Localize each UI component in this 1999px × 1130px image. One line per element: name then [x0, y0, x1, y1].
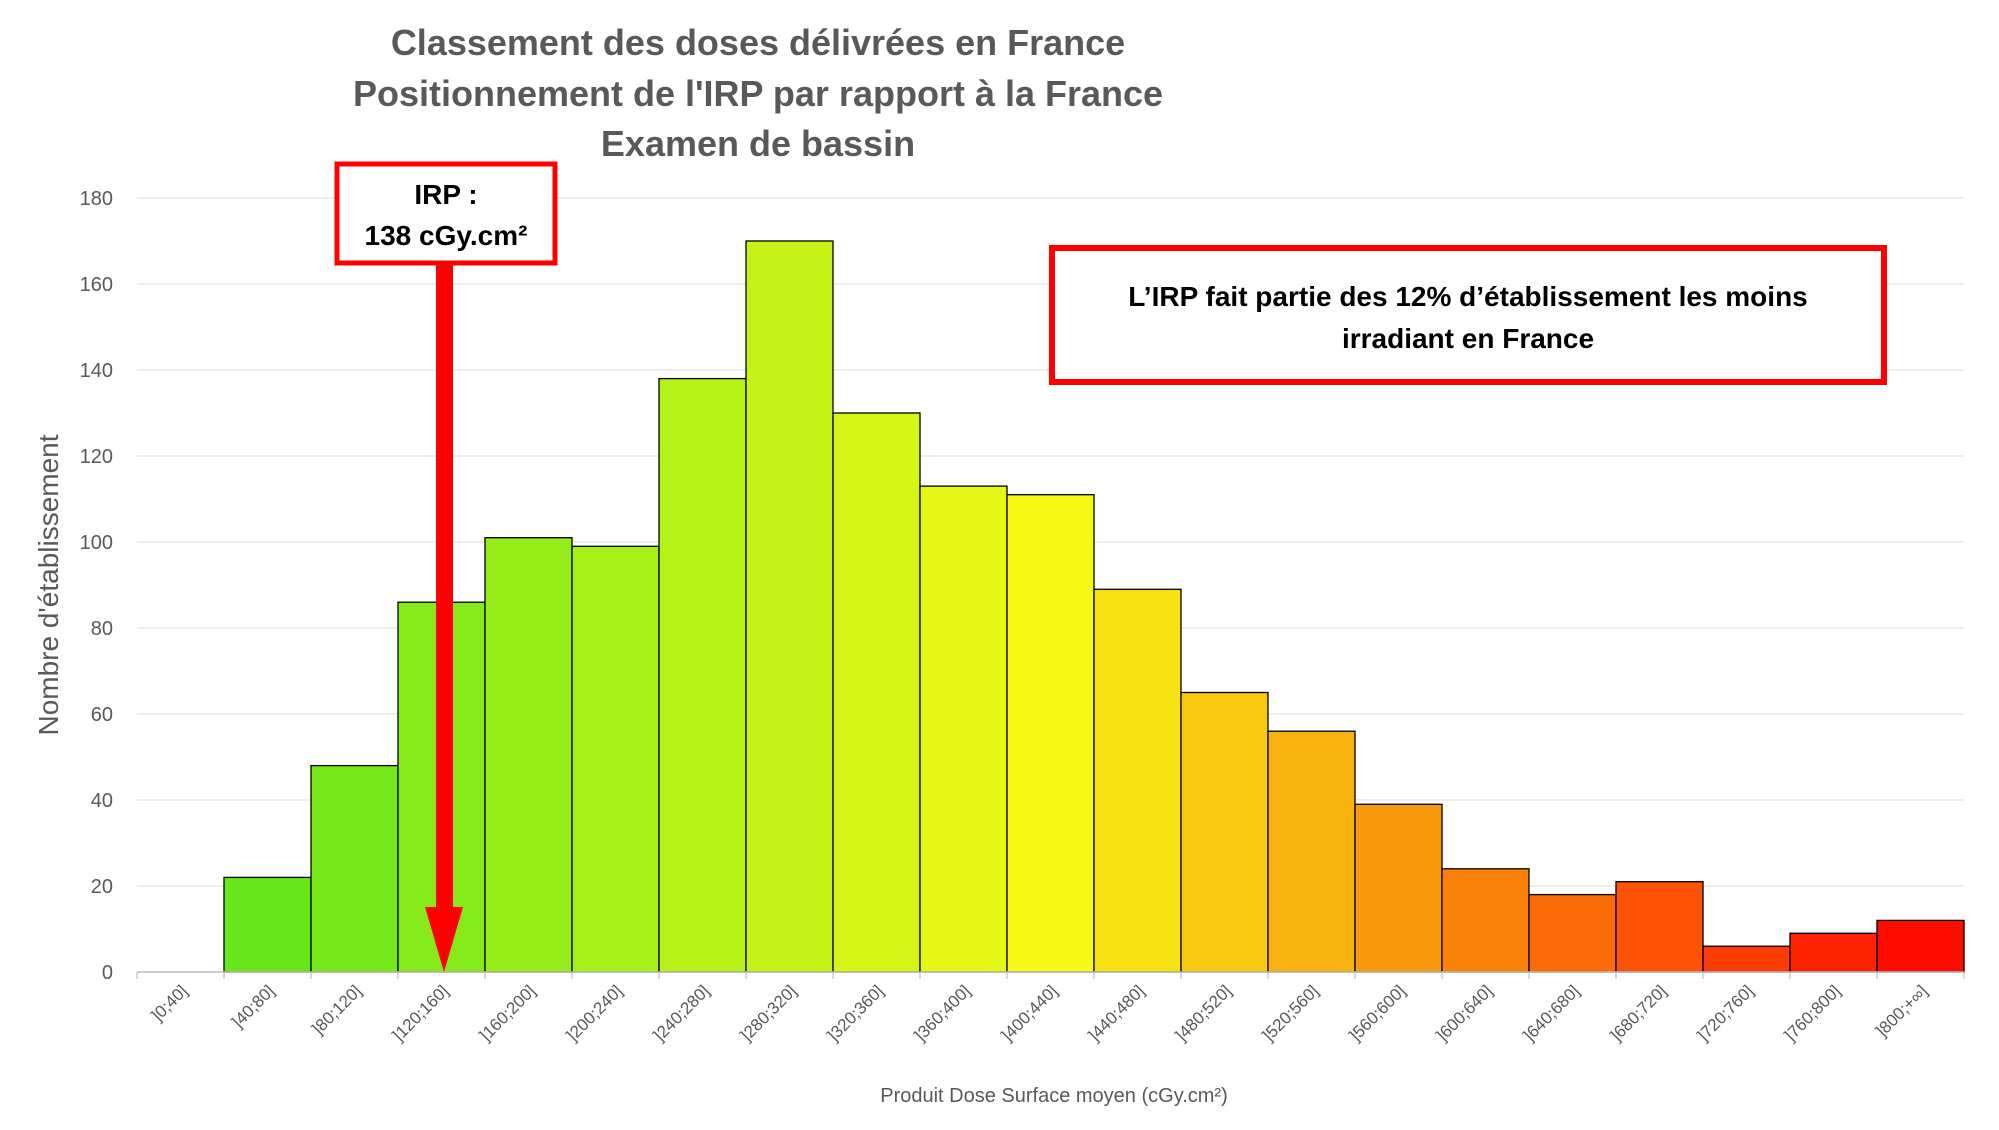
- y-tick-label: 140: [80, 360, 113, 382]
- annotation-box: [1049, 245, 1887, 385]
- bar-17: [1615, 881, 1704, 973]
- bar-8: [832, 412, 921, 973]
- x-tick-label: ]440;480]: [1085, 981, 1149, 1045]
- bar-6: [658, 377, 747, 973]
- bar-15: [1441, 868, 1530, 973]
- x-tick-label: ]0;40]: [148, 981, 192, 1025]
- x-tick-label: ]800;+∞]: [1872, 981, 1931, 1040]
- bar-4: [484, 537, 573, 973]
- y-tick-label: 120: [80, 446, 113, 468]
- x-tick-label: ]760;800]: [1781, 981, 1845, 1045]
- x-tick-label: ]520;560]: [1259, 981, 1323, 1045]
- x-tick-label: ]400;440]: [998, 981, 1062, 1045]
- chart-title-line-2: Positionnement de l'IRP par rapport à la…: [353, 73, 1163, 114]
- bar-5: [571, 545, 660, 973]
- y-tick-label: 0: [102, 962, 113, 984]
- x-tick-label: ]160;200]: [476, 981, 540, 1045]
- irp-label-box: [334, 161, 558, 266]
- x-tick-label: ]720;760]: [1694, 981, 1758, 1045]
- bar-11: [1093, 588, 1182, 973]
- y-tick-label: 100: [80, 532, 113, 554]
- irp-label-line-1: IRP :: [414, 179, 477, 210]
- x-tick-label: ]280;320]: [737, 981, 801, 1045]
- bar-7: [745, 240, 834, 973]
- x-tick-label: ]240;280]: [650, 981, 714, 1045]
- bar-20: [1876, 919, 1965, 973]
- x-tick-label: ]360;400]: [911, 981, 975, 1045]
- y-axis-label: Nombre d'établissement: [33, 434, 64, 735]
- x-tick-label: ]40;80]: [228, 981, 278, 1031]
- y-tick-label: 20: [91, 876, 113, 898]
- irp-arrow-shaft: [436, 264, 453, 909]
- x-tick-label: ]600;640]: [1433, 981, 1497, 1045]
- x-axis-ticks: ]0;40] ]40;80] ]80;120] ]120;160] ]160;200]]…: [136, 972, 1965, 1045]
- bars: [223, 240, 1965, 973]
- y-tick-label: 180: [80, 188, 113, 210]
- x-tick-label: ]80;120]: [308, 981, 365, 1038]
- x-tick-label: ]200;240]: [563, 981, 627, 1045]
- x-tick-label: ]120;160]: [389, 981, 453, 1045]
- y-axis-ticks: 0 20 40 60 80 100 120 140 160 180: [80, 188, 113, 984]
- bar-9: [919, 485, 1008, 973]
- bar-13: [1267, 730, 1356, 973]
- x-tick-label: ]320;360]: [824, 981, 888, 1045]
- x-axis-label: Produit Dose Surface moyen (cGy.cm²): [880, 1085, 1228, 1107]
- bar-2: [310, 764, 399, 973]
- annotation-line-1: L’IRP fait partie des 12% d’établissemen…: [1128, 281, 1808, 312]
- x-tick-label: ]640;680]: [1520, 981, 1584, 1045]
- x-tick-label: ]480;520]: [1172, 981, 1236, 1045]
- irp-label-line-2: 138 cGy.cm²: [365, 220, 528, 251]
- bar-19: [1789, 932, 1878, 973]
- bar-14: [1354, 803, 1443, 973]
- bar-1: [223, 876, 312, 973]
- annotation-callout: L’IRP fait partie des 12% d’établissemen…: [1049, 245, 1887, 385]
- y-tick-label: 60: [91, 704, 113, 726]
- annotation-line-2: irradiant en France: [1342, 323, 1594, 354]
- y-tick-label: 80: [91, 618, 113, 640]
- bar-12: [1180, 691, 1269, 973]
- chart-title-line-1: Classement des doses délivrées en France: [391, 22, 1125, 63]
- bar-10: [1006, 494, 1095, 973]
- bar-18: [1702, 945, 1791, 973]
- bar-16: [1528, 893, 1617, 973]
- x-tick-label: ]560;600]: [1346, 981, 1410, 1045]
- chart-title-line-3: Examen de bassin: [601, 123, 915, 164]
- x-tick-label: ]680;720]: [1607, 981, 1671, 1045]
- irp-marker: IRP : 138 cGy.cm²: [334, 161, 558, 972]
- y-tick-label: 40: [91, 790, 113, 812]
- chart-title: Classement des doses délivrées en France…: [353, 22, 1163, 164]
- irp-arrow-head: [425, 907, 463, 972]
- y-tick-label: 160: [80, 274, 113, 296]
